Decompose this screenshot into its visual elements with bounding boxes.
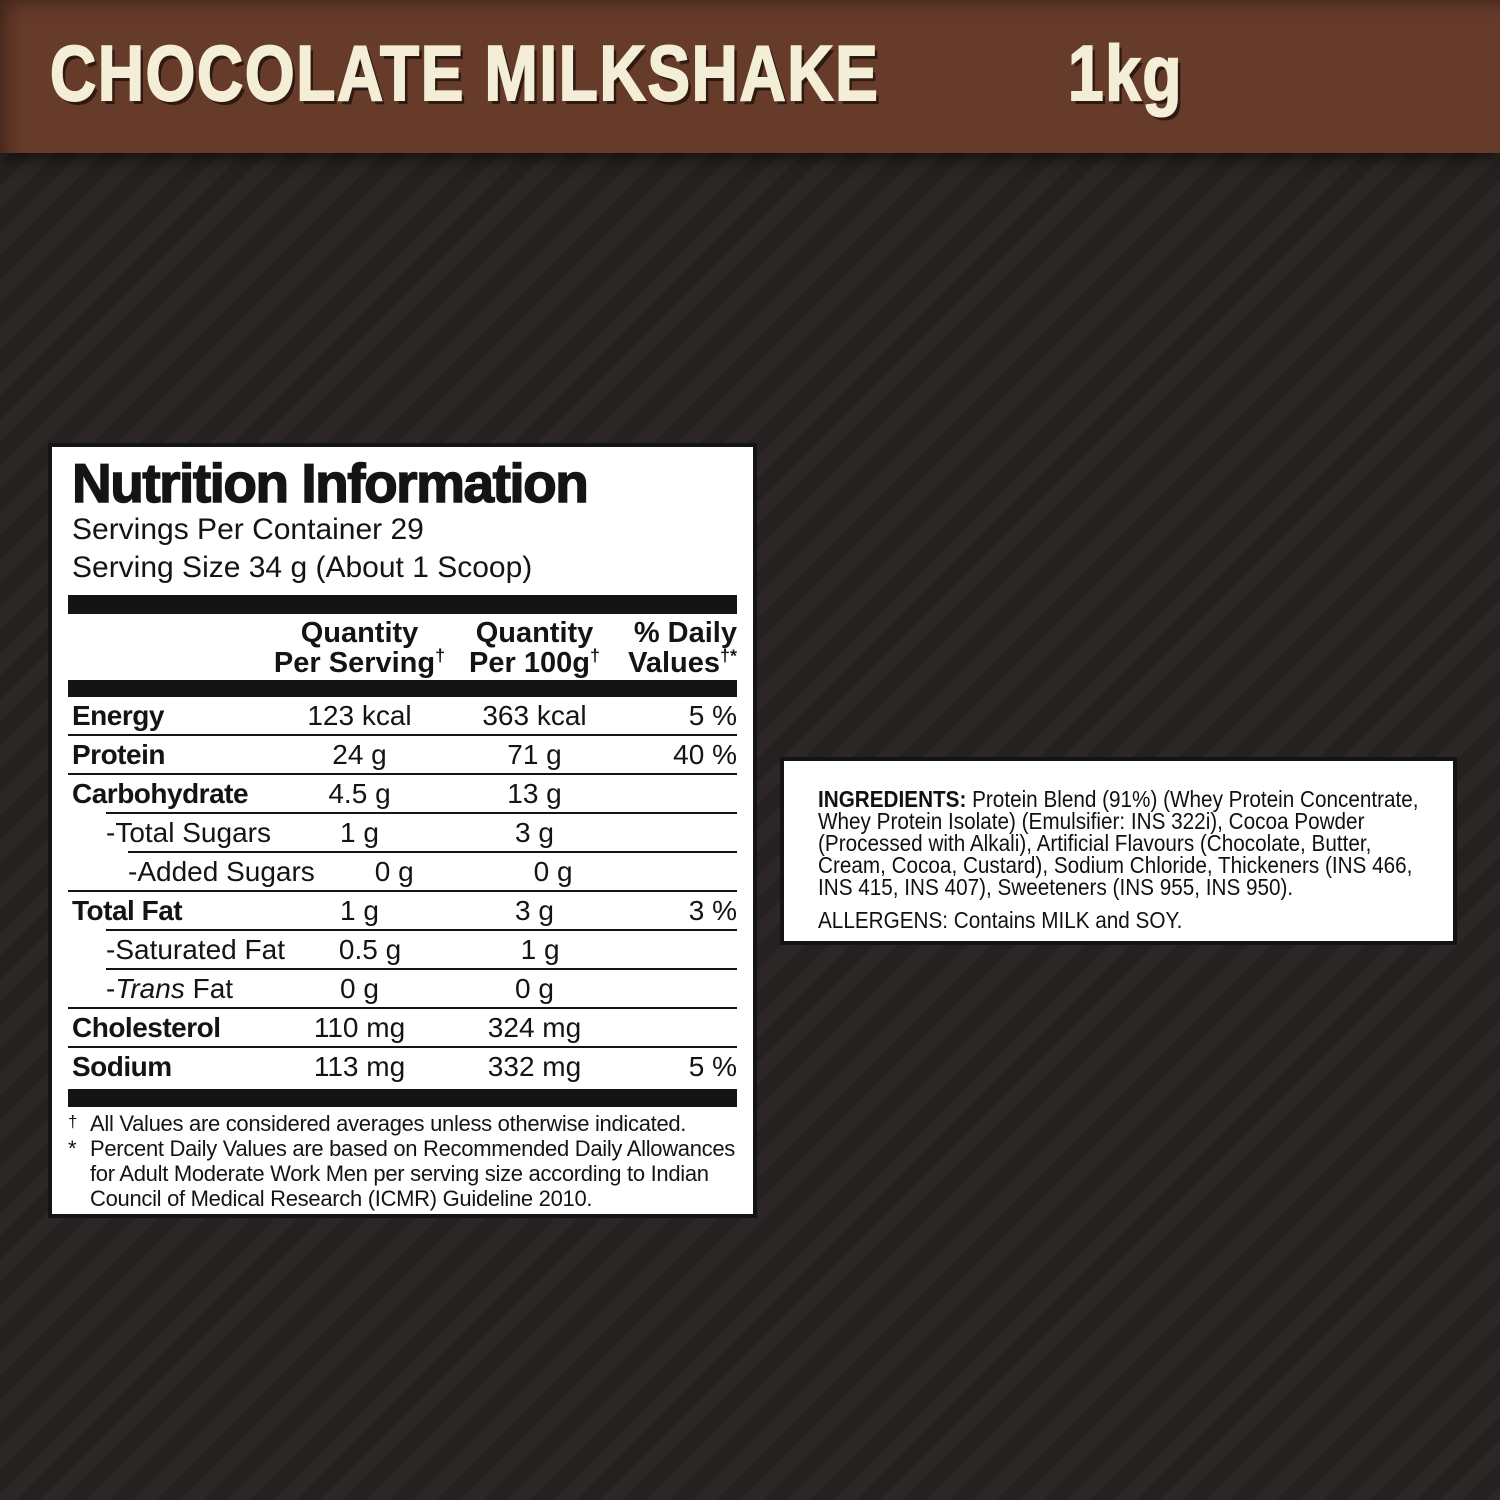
row-divider (68, 734, 737, 736)
value-daily-percent: 40 % (673, 738, 737, 770)
value-per-serving: 4.5 g (328, 777, 391, 809)
value-per-serving: 110 mg (313, 1011, 406, 1043)
value-per-serving: 0 g (340, 972, 379, 1004)
ingredients-label: INGREDIENTS: (818, 786, 967, 812)
value-per-serving: 1 g (340, 816, 379, 848)
nutrient-label: Carbohydrate (72, 777, 249, 809)
column-header-per-100g: Quantity Per 100g† (469, 617, 600, 679)
value-per-serving: 113 mg (313, 1050, 406, 1082)
value-per-100g: 71 g (507, 738, 562, 770)
ingredients-content: INGREDIENTS: Protein Blend (91%) (Whey P… (818, 786, 1439, 933)
ingredients-text: INGREDIENTS: Protein Blend (91%) (Whey P… (818, 786, 1419, 900)
nutrition-facts-panel: Nutrition Information Servings Per Conta… (48, 443, 757, 1218)
header-spacer (68, 618, 272, 678)
dagger-asterisk-sup: †* (720, 645, 737, 666)
value-per-serving: 1 g (340, 894, 379, 926)
divider-bar-top (68, 595, 737, 614)
serving-size: Serving Size 34 g (About 1 Scoop) (72, 551, 533, 584)
nutrient-row-saturated-fat: -Saturated Fat 0.5 g 1 g (68, 931, 737, 968)
footnote: * Percent Daily Values are based on Recom… (68, 1136, 737, 1211)
value-per-100g: 324 mg (487, 1011, 582, 1043)
ingredients-panel: INGREDIENTS: Protein Blend (91%) (Whey P… (780, 757, 1457, 945)
nutrient-row-cholesterol: Cholesterol 110 mg 324 mg (68, 1009, 737, 1046)
row-divider (68, 1046, 737, 1048)
nutrient-label: -Saturated Fat (106, 933, 285, 965)
footnote-text: All Values are considered averages unles… (90, 1111, 687, 1136)
value-per-100g: 3 g (515, 894, 554, 926)
dagger-sup: † (589, 645, 600, 666)
nutrient-row-total-sugars: -Total Sugars 1 g 3 g (68, 814, 737, 851)
row-divider (68, 773, 737, 775)
divider-bar-header (68, 680, 737, 697)
nutrient-row-energy: Energy 123 kcal 363 kcal 5 % (68, 697, 737, 734)
value-daily-percent: 5 % (688, 1050, 737, 1082)
value-daily-percent: 5 % (688, 699, 737, 731)
value-per-100g: 3 g (515, 816, 554, 848)
footnote: † All Values are considered averages unle… (68, 1111, 737, 1136)
value-per-serving: 0.5 g (338, 933, 402, 965)
nutrient-label: Protein (72, 738, 165, 770)
nutrient-row-trans-fat: -Trans Fat 0 g 0 g (68, 970, 737, 1007)
footnote-marker: * (68, 1136, 77, 1161)
nutrient-row-carbohydrate: Carbohydrate 4.5 g 13 g (68, 775, 737, 812)
row-divider (68, 1007, 737, 1009)
nutrient-row-total-fat: Total Fat 1 g 3 g 3 % (68, 892, 737, 929)
footnote-text: Percent Daily Values are based on Recomm… (90, 1136, 736, 1211)
nutrient-row-sodium: Sodium 113 mg 332 mg 5 % (68, 1048, 737, 1085)
allergens-text: ALLERGENS: Contains MILK and SOY. (818, 907, 1183, 933)
nutrient-row-protein: Protein 24 g 71 g 40 % (68, 736, 737, 773)
row-divider (68, 890, 737, 892)
flavor-banner: CHOCOLATE MILKSHAKE 1kg (0, 0, 1500, 153)
value-per-serving: 24 g (332, 738, 387, 770)
nutrient-label: Total Fat (72, 894, 183, 926)
value-per-serving: 0 g (374, 855, 414, 887)
dagger-sup: † (435, 645, 446, 666)
value-daily-percent: 3 % (688, 894, 737, 926)
value-per-100g: 363 kcal (482, 699, 587, 731)
nutrition-title: Nutrition Information (71, 452, 589, 514)
column-headers: Quantity Per Serving† Quantity Per 100g† %… (68, 618, 737, 678)
value-per-100g: 332 mg (487, 1050, 582, 1082)
servings-per-container: Servings Per Container 29 (72, 513, 424, 546)
nutrient-row-added-sugars: -Added Sugars 0 g 0 g (68, 853, 737, 890)
value-per-100g: 1 g (520, 933, 560, 965)
value-per-100g: 13 g (507, 777, 562, 809)
nutrient-rows: Energy 123 kcal 363 kcal 5 % Protein 24 g 71 g… (68, 697, 737, 1085)
row-divider (106, 812, 737, 814)
nutrient-label: Energy (72, 699, 164, 731)
row-divider (106, 929, 737, 931)
nutrient-label: -Trans Fat (106, 972, 234, 1004)
nutrient-label: -Total Sugars (106, 816, 271, 848)
value-per-serving: 123 kcal (307, 699, 412, 731)
row-divider (106, 968, 737, 970)
nutrient-label: Cholesterol (72, 1011, 221, 1043)
divider-bar-bottom (68, 1089, 737, 1107)
net-weight: 1kg (1067, 27, 1184, 117)
column-header-per-serving: Quantity Per Serving† (273, 617, 446, 679)
row-divider (128, 851, 737, 853)
value-per-100g: 0 g (533, 855, 573, 887)
footnotes: † All Values are considered averages unle… (68, 1111, 737, 1211)
flavor-name: CHOCOLATE MILKSHAKE (49, 27, 880, 117)
column-header-daily-values: % Daily Values†* (628, 617, 737, 679)
value-per-100g: 0 g (515, 972, 554, 1004)
nutrient-label: Sodium (72, 1050, 172, 1082)
footnote-marker: † (68, 1112, 78, 1131)
nutrient-label: -Added Sugars (128, 855, 315, 887)
